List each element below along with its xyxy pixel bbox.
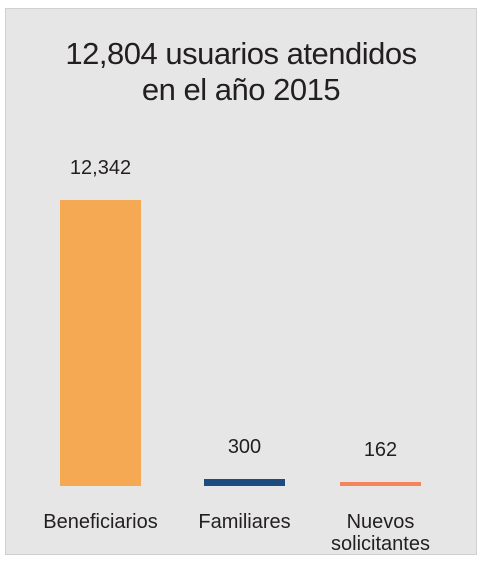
x-tick-label: Nuevos solicitantes xyxy=(331,511,430,555)
value-label: 162 xyxy=(363,439,398,462)
x-tick-label: Familiares xyxy=(198,511,291,533)
bar xyxy=(340,482,421,486)
chart-title: en el año 2015 xyxy=(141,72,341,107)
x-tick-label: Beneficiarios xyxy=(43,511,158,533)
chart-title: 12,804 usuarios atendidos xyxy=(65,36,417,71)
value-label: 12,342 xyxy=(69,157,132,179)
bar xyxy=(60,200,141,486)
bar xyxy=(204,479,285,486)
value-label: 300 xyxy=(227,436,262,459)
